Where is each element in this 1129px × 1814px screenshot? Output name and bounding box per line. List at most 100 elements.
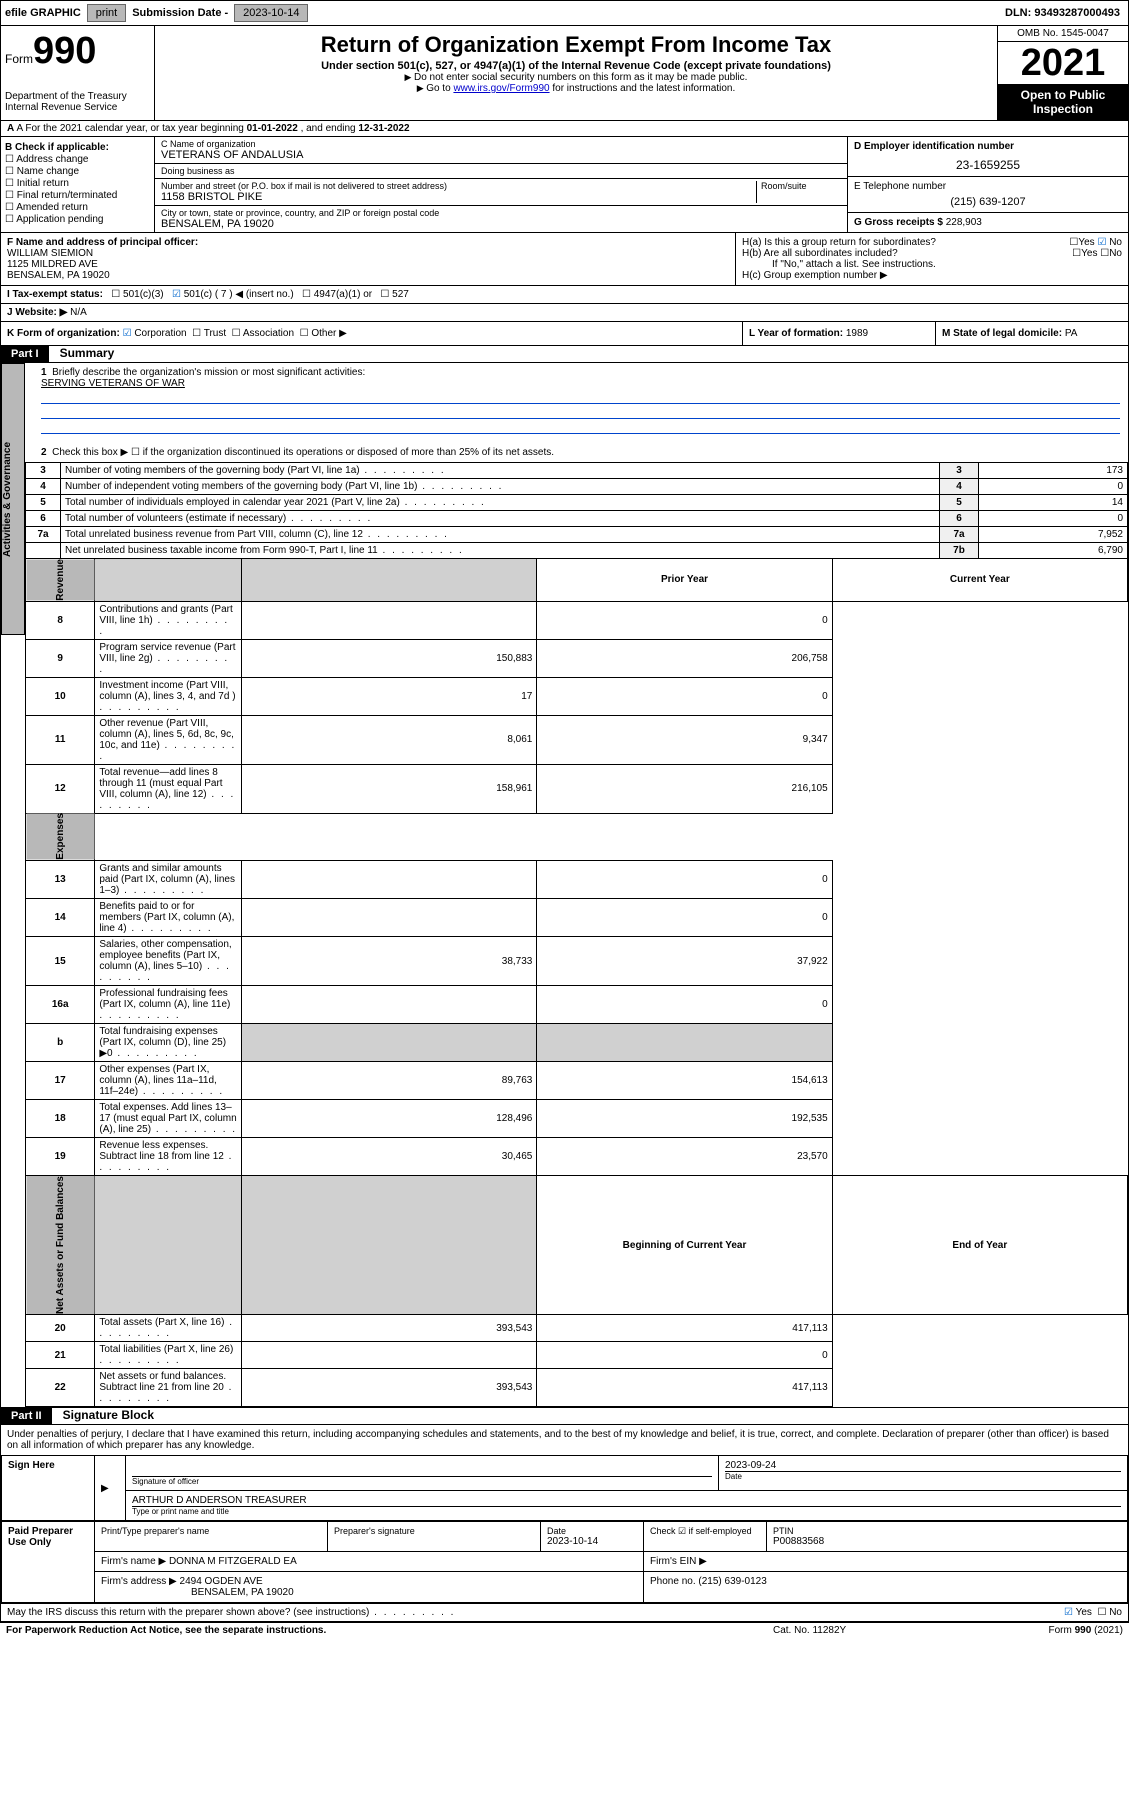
dln-label: DLN: — [1005, 7, 1031, 19]
col-b-header: B Check if applicable: — [5, 142, 150, 153]
irs-discuss-yes — [1064, 1607, 1076, 1618]
header-mid: Return of Organization Exempt From Incom… — [155, 26, 997, 120]
tax-year-begin: 01-01-2022 — [247, 123, 298, 134]
room-label: Room/suite — [761, 181, 841, 191]
column-deg: D Employer identification number 23-1659… — [847, 137, 1128, 232]
table-row: 4 Number of independent voting members o… — [26, 479, 1128, 495]
table-row: 17 Other expenses (Part IX, column (A), … — [26, 1062, 1128, 1100]
table-row: 13 Grants and similar amounts paid (Part… — [26, 861, 1128, 899]
submission-date-button[interactable]: 2023-10-14 — [234, 4, 308, 22]
table-row: 19 Revenue less expenses. Subtract line … — [26, 1138, 1128, 1176]
sig-date-label: Date — [725, 1471, 1121, 1481]
officer-addr2: BENSALEM, PA 19020 — [7, 270, 729, 281]
prep-date: 2023-10-14 — [547, 1536, 637, 1547]
row-j: J Website: ▶ N/A — [0, 304, 1129, 322]
paid-preparer-table: Paid Preparer Use Only Print/Type prepar… — [1, 1521, 1128, 1603]
part2-header-row: Part II Signature Block — [0, 1408, 1129, 1425]
top-toolbar: efile GRAPHIC print Submission Date - 20… — [0, 0, 1129, 26]
vtab-netassets: Net Assets or Fund Balances — [26, 1176, 95, 1315]
firm-addr-label: Firm's address ▶ — [101, 1576, 177, 1587]
ptin-value: P00883568 — [773, 1536, 1121, 1547]
chk-amended-return[interactable]: Amended return — [5, 202, 150, 213]
main-info-block: B Check if applicable: Address change Na… — [0, 137, 1129, 233]
table-row: b Total fundraising expenses (Part IX, c… — [26, 1024, 1128, 1062]
officer-addr1: 1125 MILDRED AVE — [7, 259, 729, 270]
city-label: City or town, state or province, country… — [161, 208, 841, 218]
name-title-label: Type or print name and title — [132, 1506, 1121, 1516]
part1-body: Activities & Governance 1 Briefly descri… — [0, 363, 1129, 1408]
current-year-header: Current Year — [832, 559, 1127, 602]
row-i: I Tax-exempt status: ☐ 501(c)(3) 501(c) … — [0, 286, 1129, 304]
sig-officer-label: Signature of officer — [132, 1476, 712, 1486]
prep-name-label: Print/Type preparer's name — [101, 1526, 321, 1536]
gross-label: G Gross receipts $ — [854, 217, 943, 228]
chk-application-pending[interactable]: Application pending — [5, 214, 150, 225]
tax-year-end: 12-31-2022 — [358, 123, 409, 134]
table-row: 21 Total liabilities (Part X, line 26) 0 — [26, 1342, 1128, 1369]
vtab-activities: Activities & Governance — [1, 363, 25, 635]
table-row: 20 Total assets (Part X, line 16) 393,54… — [26, 1315, 1128, 1342]
line2-label: Check this box ▶ ☐ if the organization d… — [52, 447, 554, 458]
boy-header: Beginning of Current Year — [537, 1176, 832, 1315]
table-row: 11 Other revenue (Part VIII, column (A),… — [26, 715, 1128, 764]
omb-number: OMB No. 1545-0047 — [998, 26, 1128, 42]
officer-block: F Name and address of principal officer:… — [1, 233, 735, 285]
header-right: OMB No. 1545-0047 2021 Open to Public In… — [997, 26, 1128, 120]
chk-initial-return[interactable]: Initial return — [5, 178, 150, 189]
prior-year-header: Prior Year — [537, 559, 832, 602]
j-label: J Website: ▶ — [7, 307, 67, 318]
part1-title: Summary — [60, 346, 115, 360]
line1-label: Briefly describe the organization's miss… — [52, 367, 365, 378]
column-b: B Check if applicable: Address change Na… — [1, 137, 155, 232]
paperwork-notice: For Paperwork Reduction Act Notice, see … — [6, 1625, 773, 1636]
prep-sig-label: Preparer's signature — [334, 1526, 534, 1536]
form-word: Form — [5, 52, 33, 66]
dept-treasury: Department of the Treasury Internal Reve… — [5, 91, 150, 113]
officer-name: WILLIAM SIEMION — [7, 248, 729, 259]
sign-here-table: Sign Here ▶ Signature of officer 2023-09… — [1, 1455, 1128, 1521]
rev-exp-table: Revenue Prior Year Current Year 8 Contri… — [25, 558, 1128, 1407]
tax-year: 2021 — [998, 42, 1128, 84]
vtab-expenses: Expenses — [26, 813, 95, 861]
submission-label: Submission Date - — [132, 7, 228, 19]
ha-no-checked — [1097, 237, 1109, 248]
column-c: C Name of organization VETERANS OF ANDAL… — [155, 137, 847, 232]
website-note: Go to www.irs.gov/Form990 for instructio… — [163, 83, 989, 94]
form-title: Return of Organization Exempt From Incom… — [163, 32, 989, 58]
table-row: 12 Total revenue—add lines 8 through 11 … — [26, 764, 1128, 813]
org-name: VETERANS OF ANDALUSIA — [161, 149, 841, 161]
l-label: L Year of formation: — [749, 328, 843, 339]
h-block: H(a) Is this a group return for subordin… — [735, 233, 1128, 285]
ha-label: H(a) Is this a group return for subordin… — [742, 237, 936, 248]
chk-name-change[interactable]: Name change — [5, 166, 150, 177]
ptin-label: PTIN — [773, 1526, 1121, 1536]
ssn-note: Do not enter social security numbers on … — [163, 72, 989, 83]
chk-address-change[interactable]: Address change — [5, 154, 150, 165]
eoy-header: End of Year — [832, 1176, 1127, 1315]
page-footer: For Paperwork Reduction Act Notice, see … — [0, 1622, 1129, 1638]
table-row: Net unrelated business taxable income fr… — [26, 543, 1128, 559]
print-button[interactable]: print — [87, 4, 126, 22]
part1-badge: Part I — [1, 346, 49, 362]
part2-badge: Part II — [1, 1408, 52, 1424]
firm-addr2: BENSALEM, PA 19020 — [191, 1587, 294, 1598]
firm-addr1: 2494 OGDEN AVE — [180, 1576, 263, 1587]
table-row: 14 Benefits paid to or for members (Part… — [26, 899, 1128, 937]
ein-label: D Employer identification number — [854, 141, 1122, 152]
check-self-employed: Check ☑ if self-employed — [650, 1526, 760, 1537]
part2-title: Signature Block — [63, 1408, 154, 1422]
f-label: F Name and address of principal officer: — [7, 237, 729, 248]
table-row: 10 Investment income (Part VIII, column … — [26, 677, 1128, 715]
section-a: A A For the 2021 calendar year, or tax y… — [0, 121, 1129, 137]
cat-no: Cat. No. 11282Y — [773, 1625, 973, 1636]
irs-link[interactable]: www.irs.gov/Form990 — [453, 83, 549, 94]
street-value: 1158 BRISTOL PIKE — [161, 191, 756, 203]
chk-final-return[interactable]: Final return/terminated — [5, 190, 150, 201]
ein-value: 23-1659255 — [854, 158, 1122, 172]
table-row: 7a Total unrelated business revenue from… — [26, 527, 1128, 543]
sign-here-label: Sign Here — [2, 1456, 95, 1521]
hb-note: If "No," attach a list. See instructions… — [742, 259, 1122, 270]
website-value: N/A — [70, 307, 87, 318]
efile-label: efile GRAPHIC — [5, 7, 81, 19]
dln-value: 93493287000493 — [1034, 7, 1120, 19]
